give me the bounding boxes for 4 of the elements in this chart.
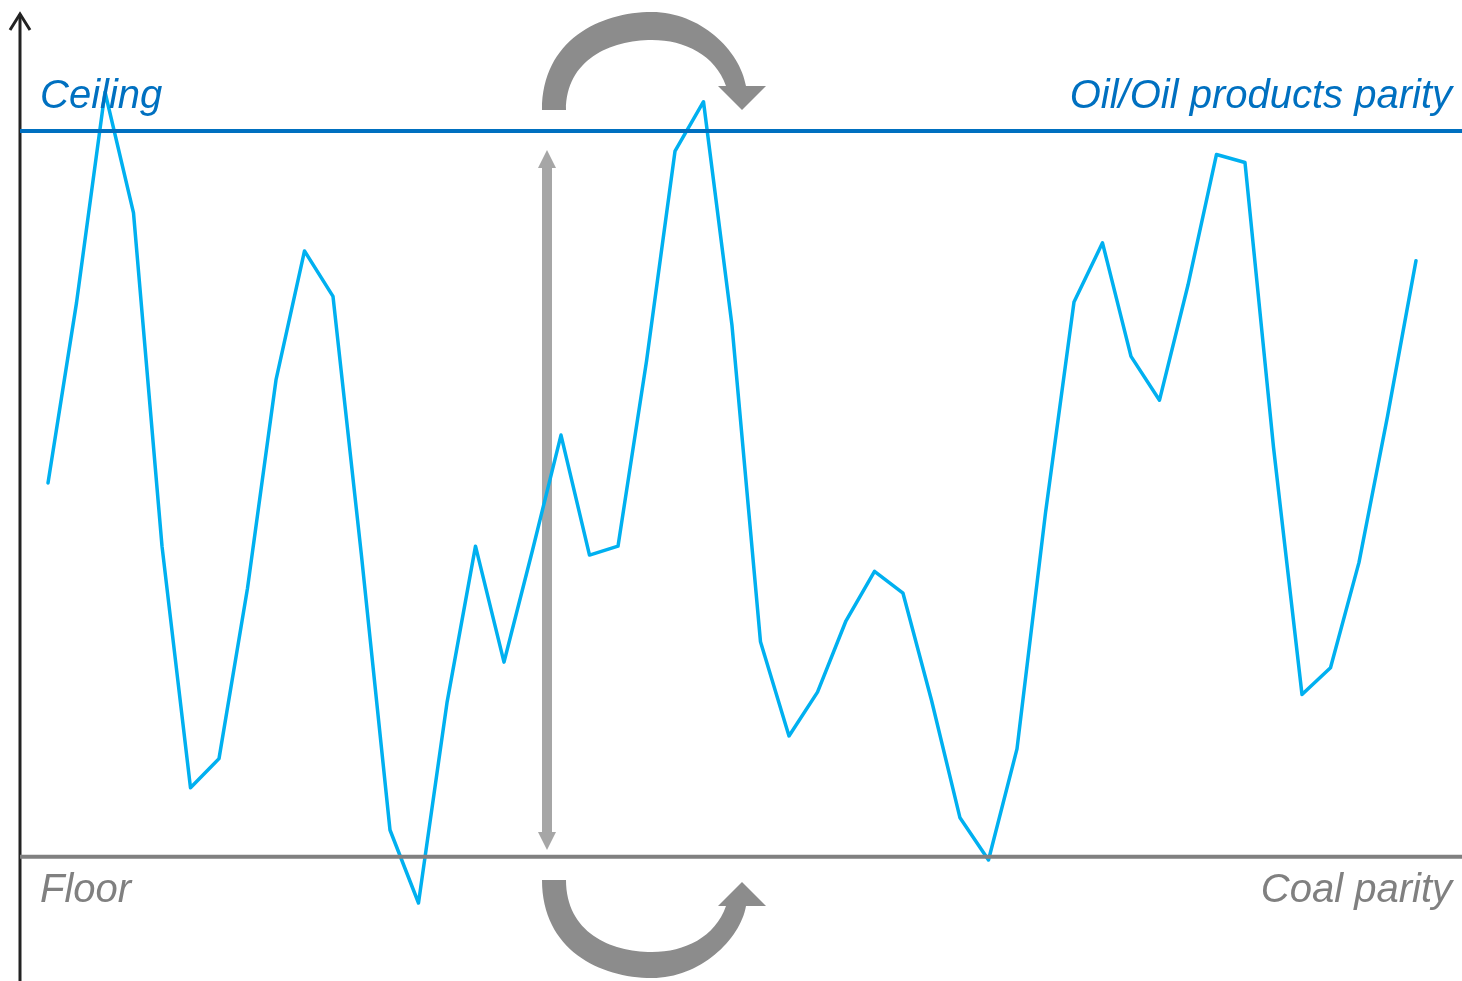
annotation: Floor <box>40 865 133 910</box>
ref-line-label: Oil/Oil products parity <box>1069 72 1455 117</box>
annotation: Ceiling <box>40 72 163 117</box>
ref-line-label: Coal parity <box>1260 865 1455 910</box>
